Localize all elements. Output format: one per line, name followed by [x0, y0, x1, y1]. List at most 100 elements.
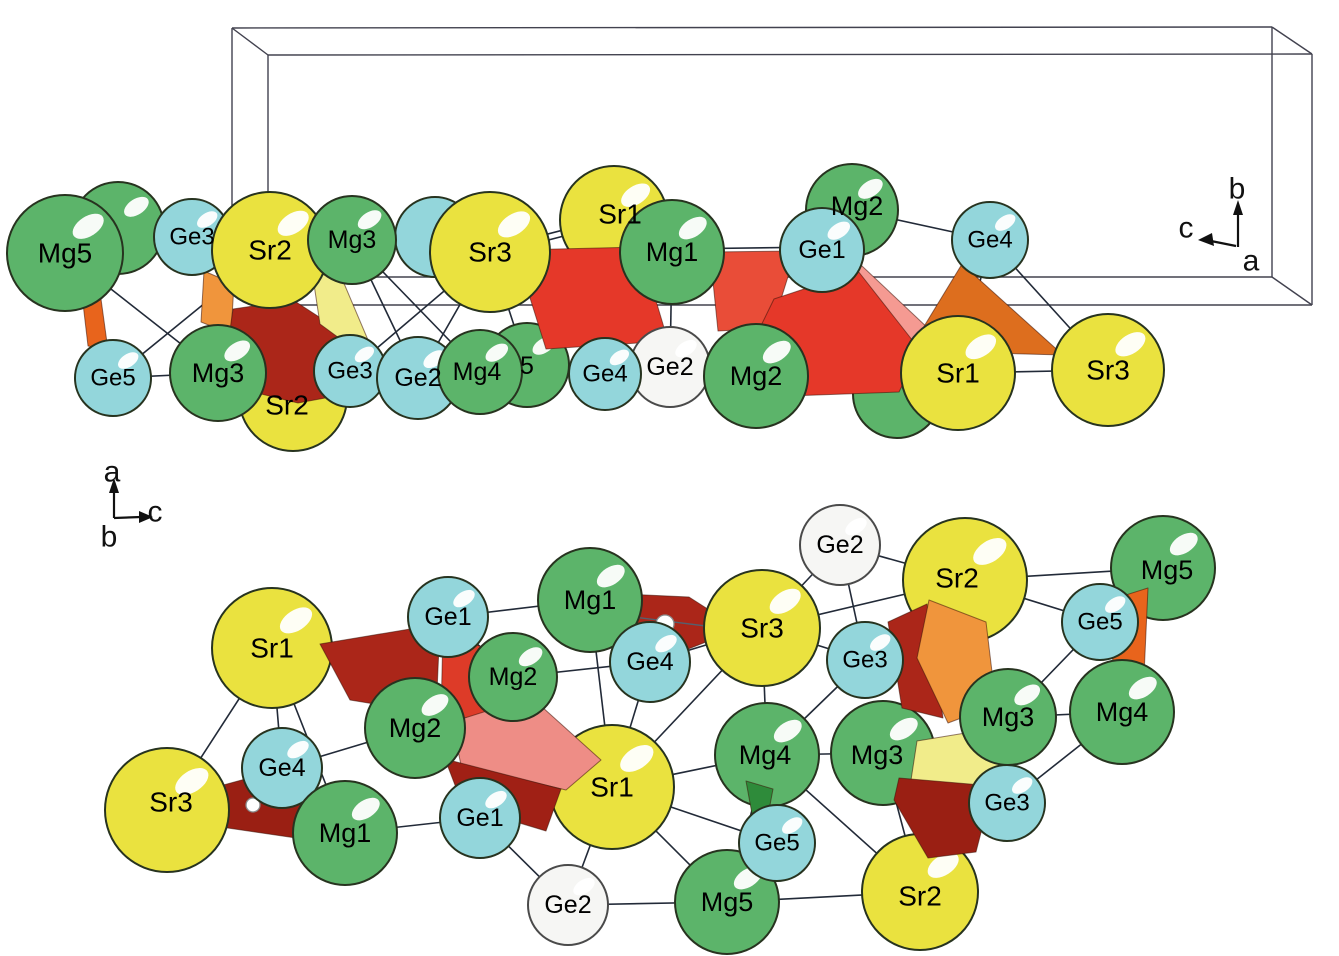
- sphere-highlight-icon: [518, 647, 543, 667]
- sphere-highlight-icon: [118, 352, 139, 369]
- atom-label-sr3: Sr3: [740, 613, 784, 644]
- atom-ge1: [779, 207, 865, 293]
- atom-label-mg5: Mg5: [38, 238, 92, 269]
- sphere-highlight-icon: [782, 817, 803, 834]
- sphere-highlight-icon: [485, 790, 507, 809]
- sphere-highlight-icon: [1012, 777, 1033, 794]
- sphere-highlight-icon: [224, 340, 251, 362]
- unit-cell-edge: [267, 53, 1313, 56]
- atom-ge1: [407, 576, 489, 658]
- atom-sr3: [104, 747, 230, 873]
- sphere-highlight-icon: [675, 339, 697, 358]
- axis-label-b: b: [101, 521, 118, 554]
- sphere-highlight-icon: [279, 607, 313, 634]
- sphere-highlight-icon: [497, 211, 531, 238]
- atom-label-mg1: Mg1: [564, 585, 617, 615]
- atom-labels: Sr1 Mg2 Sr2 5 Sr1 Sr2 Mg5 Sr1 Mg4 Sr2 Mg3 Mg5 Ge3 Sr2…: [38, 191, 1194, 919]
- unit-cell-edge: [231, 26, 1273, 29]
- small-white-atom: [245, 797, 261, 813]
- atom-ge2: [629, 326, 711, 408]
- axis-label-b: b: [1229, 173, 1246, 206]
- sphere-highlight-icon: [351, 797, 380, 821]
- atom-label-ge5: Ge5: [90, 365, 135, 392]
- axis-label-c: c: [148, 496, 163, 529]
- atom-ge5: [74, 339, 152, 417]
- atom-label-sr3: Sr3: [149, 787, 193, 818]
- sphere-highlight-icon: [1128, 676, 1157, 700]
- atom-sr3: [429, 191, 551, 313]
- sphere-highlight-icon: [620, 745, 654, 772]
- sphere-highlight-icon: [927, 852, 959, 878]
- sphere-highlight-icon: [596, 564, 625, 588]
- atom-mg3: [307, 195, 397, 285]
- sphere-highlight-icon: [357, 210, 382, 230]
- atom-mg1: [537, 547, 643, 653]
- bottom-axes: acb: [101, 456, 163, 554]
- sphere-highlight-icon: [973, 538, 1007, 565]
- atom-ge3: [153, 198, 231, 276]
- atom-label-mg1: Mg1: [646, 237, 699, 267]
- sphere-highlight-icon: [197, 211, 218, 228]
- atom-label-sr1: Sr1: [250, 633, 294, 664]
- unit-cell-edge: [231, 27, 269, 56]
- sphere-highlight-icon: [175, 768, 209, 795]
- atom-label-ge5: Ge5: [754, 830, 799, 857]
- sphere-highlight-icon: [287, 740, 309, 759]
- sphere-highlight-icon: [421, 694, 449, 716]
- front-atoms: [6, 191, 1175, 955]
- axis-arrowhead-icon: [1198, 233, 1214, 246]
- atom-label-sr2: Sr2: [248, 235, 292, 266]
- atom-label-mg5: Mg5: [1141, 555, 1194, 585]
- atom-label-mg3: Mg3: [328, 226, 377, 254]
- atom-label-mg1: Mg1: [319, 818, 372, 848]
- axis-label-c: c: [1179, 212, 1194, 245]
- unit-cell-edge: [1271, 276, 1313, 306]
- atom-label-mg5: Mg5: [701, 887, 754, 917]
- axis-arrow-line: [113, 515, 142, 520]
- sphere-highlight-icon: [827, 221, 851, 240]
- atom-label-sr2: Sr2: [935, 563, 979, 594]
- sphere-highlight-icon: [655, 634, 677, 653]
- atom-ge3: [968, 764, 1046, 842]
- sphere-highlight-icon: [124, 196, 149, 217]
- atom-label-ge1: Ge1: [456, 804, 503, 832]
- atom-label-ge3: Ge3: [842, 647, 887, 674]
- atom-sr2: [861, 833, 979, 951]
- atom-mg2: [703, 323, 809, 429]
- atom-label-ge2: Ge2: [544, 891, 591, 919]
- sphere-highlight-icon: [1105, 596, 1126, 613]
- atom-mg4: [714, 702, 820, 808]
- atom-label-ge5: Ge5: [1077, 609, 1122, 636]
- sphere-highlight-icon: [573, 877, 595, 896]
- atom-mg3: [169, 324, 267, 422]
- atom-label-ge1: Ge1: [424, 603, 471, 631]
- sphere-highlight-icon: [762, 340, 791, 364]
- atom-label-mg4: Mg4: [453, 358, 502, 386]
- atom-label-ge2: Ge2: [394, 364, 441, 392]
- atom-mg2: [364, 677, 466, 779]
- atom-label-mg4: Mg4: [1096, 697, 1149, 727]
- sphere-highlight-icon: [277, 210, 309, 236]
- atom-label-mg2: Mg2: [831, 191, 884, 221]
- atom-label-ge4: Ge4: [967, 227, 1012, 254]
- sphere-highlight-icon: [72, 213, 104, 239]
- atom-label-ge3: Ge3: [327, 358, 372, 385]
- atom-mg4: [1069, 659, 1175, 765]
- atom-ge5: [738, 804, 816, 882]
- atom-label-ge4: Ge4: [582, 361, 627, 388]
- atom-label-ge2: Ge2: [646, 353, 693, 381]
- atom-label-ge4: Ge4: [258, 754, 305, 782]
- sphere-highlight-icon: [769, 588, 801, 614]
- atom-label-sr3: Sr3: [468, 237, 512, 268]
- atom-label-ge4: Ge4: [626, 648, 673, 676]
- sphere-highlight-icon: [773, 719, 802, 743]
- sphere-highlight-icon: [870, 634, 891, 651]
- atom-sr3: [1051, 313, 1165, 427]
- atom-label-ge3: Ge3: [984, 790, 1029, 817]
- sphere-highlight-icon: [678, 216, 707, 240]
- atom-label-ge2: Ge2: [816, 531, 863, 559]
- axis-arrowhead-icon: [139, 511, 153, 523]
